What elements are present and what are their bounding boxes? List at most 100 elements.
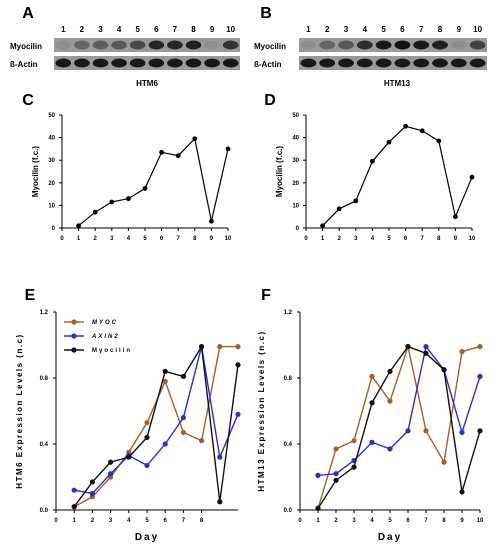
data-point [92, 209, 98, 215]
panel-label: C [22, 92, 34, 109]
data-point [162, 378, 168, 384]
y-tick-label: 0.4 [284, 442, 293, 448]
lane-number: 3 [98, 25, 103, 34]
x-tick-label: 5 [143, 236, 147, 242]
x-tick-label: 1 [73, 518, 77, 524]
blot-band [92, 40, 109, 50]
y-tick-label: 40 [48, 136, 55, 142]
blot-band [185, 40, 202, 50]
data-point [369, 439, 375, 445]
x-tick-label: 0 [54, 518, 58, 524]
data-point [387, 368, 393, 374]
x-tick-label: 2 [334, 518, 338, 524]
series-line [322, 125, 473, 227]
blot-band [148, 58, 165, 68]
data-point [144, 462, 150, 469]
blot-band [375, 40, 392, 50]
y-tick-label: 0.8 [284, 376, 293, 382]
data-point [126, 454, 132, 460]
data-point [405, 344, 411, 350]
x-tick-label: 1 [316, 518, 320, 524]
series-line [317, 345, 481, 509]
blot-band [413, 40, 430, 50]
data-point [235, 362, 241, 368]
blot-band [338, 40, 354, 50]
data-point [89, 479, 95, 485]
y-axis-label: HTM6 Expression Levels (n.c) [15, 333, 24, 488]
y-tick-label: 0 [52, 226, 56, 232]
panel-label: D [264, 92, 276, 109]
y-tick-label: 0.0 [284, 508, 293, 514]
blot-band [129, 58, 146, 68]
data-point [89, 490, 95, 497]
blot-row-label: Myocilin [10, 42, 42, 51]
blot-band [55, 40, 72, 50]
y-tick-label: 40 [292, 136, 299, 142]
series-line [78, 137, 229, 227]
y-tick-label: 30 [292, 158, 299, 164]
data-point [333, 471, 339, 477]
lane-number: 9 [457, 25, 462, 34]
x-tick-label: 10 [469, 236, 476, 242]
data-point [477, 373, 483, 379]
x-tick-label: 9 [460, 518, 464, 524]
y-axis-label: Myocilin (f.c.) [31, 146, 40, 197]
data-point [180, 429, 186, 436]
legend-entry: Myocilin [92, 348, 132, 354]
data-point [125, 196, 131, 202]
series-line [317, 343, 481, 509]
data-point [459, 429, 465, 436]
panel-label: F [261, 287, 271, 304]
data-point [351, 438, 357, 444]
data-point [436, 138, 442, 144]
x-tick-label: 7 [421, 236, 425, 242]
x-tick-label: 7 [177, 236, 181, 242]
blot-band [338, 58, 354, 68]
blot-band [432, 40, 448, 50]
data-point [209, 218, 214, 224]
blot-band [356, 40, 373, 50]
y-tick-label: 20 [292, 181, 299, 187]
y-tick-label: 0.0 [40, 508, 49, 514]
blot-band [74, 58, 90, 68]
x-tick-label: 8 [442, 518, 446, 524]
data-point [477, 428, 483, 434]
data-point [333, 477, 339, 483]
lane-number: 7 [419, 25, 424, 34]
y-tick-label: 0.4 [40, 442, 49, 448]
y-tick-label: 20 [48, 181, 55, 187]
blot-row-label: ß-Actin [10, 60, 38, 69]
data-point [315, 472, 321, 478]
x-tick-label: 5 [388, 518, 392, 524]
y-tick-label: 10 [292, 203, 299, 209]
y-axis-label: Myocilin (f.c.) [275, 146, 284, 197]
x-tick-label: 6 [160, 236, 164, 242]
blot-band [413, 58, 430, 68]
x-tick-label: 5 [145, 518, 149, 524]
data-point [108, 471, 114, 477]
x-tick-label: 1 [77, 236, 81, 242]
series-line [73, 344, 239, 508]
data-point [180, 415, 186, 421]
data-point [386, 139, 392, 145]
y-tick-label: 30 [48, 158, 55, 164]
data-point [199, 344, 205, 350]
blot-panel-a: A 1 2 3 4 5 6 7 8 9 10 Myocilin ß-Actin HTM6 [10, 5, 240, 88]
legend-marker [71, 333, 77, 339]
blot-band [74, 40, 90, 50]
y-tick-label: 0.8 [40, 376, 49, 382]
blot-band [375, 58, 392, 68]
lane-number: 3 [344, 25, 349, 34]
x-tick-label: 1 [321, 236, 325, 242]
lane-number: 8 [191, 25, 196, 34]
lane-number: 8 [438, 25, 443, 34]
data-point [199, 438, 205, 444]
data-point [144, 434, 150, 440]
data-point [109, 199, 115, 205]
data-point [423, 428, 429, 434]
blot-band [394, 40, 411, 50]
lane-number: 6 [400, 25, 405, 34]
blot-band [319, 58, 336, 68]
chart-panel-c: C 0 10 20 30 40 50 0 1 2 3 4 5 6 7 8 9 10 Myocilin (f.c.) [22, 92, 232, 242]
blot-band [222, 40, 239, 50]
